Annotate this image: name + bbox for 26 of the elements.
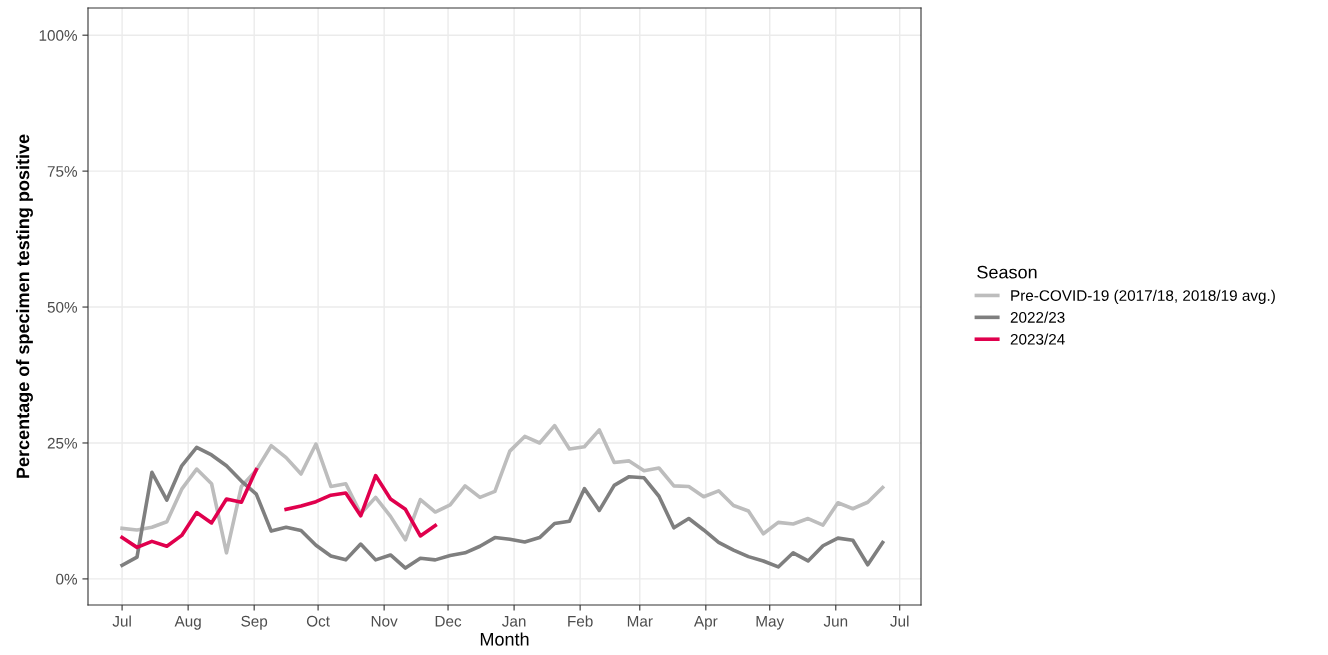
y-tick-label: 50%: [47, 301, 78, 313]
x-tick-label: Apr: [693, 615, 718, 630]
x-tick-label: Jul: [890, 615, 909, 627]
x-axis-title: Month: [480, 632, 529, 646]
x-tick-label: Nov: [371, 615, 398, 627]
line-series: [120, 445, 885, 570]
x-tick-label: Mar: [627, 615, 653, 627]
x-tick-label: Dec: [435, 615, 462, 627]
y-axis-title: Percentage of specimen testing positive: [16, 134, 33, 478]
x-tick-label: Oct: [306, 615, 330, 627]
x-tick-label: Jun: [823, 615, 848, 627]
x-tick-label: Aug: [174, 615, 201, 630]
x-tick-label: Jul: [112, 615, 131, 627]
legend-label: 2022/23: [1010, 311, 1065, 323]
x-tick-label: Sep: [241, 615, 268, 630]
legend-label: 2023/24: [1010, 333, 1065, 345]
x-tick-label: May: [756, 615, 785, 630]
y-tick-label: 100%: [39, 30, 78, 41]
line-series: [120, 423, 885, 555]
y-tick-label: 25%: [47, 437, 78, 449]
x-tick-label: Feb: [568, 615, 593, 627]
legend-title: Season: [977, 265, 1037, 279]
x-tick-label: Jan: [502, 615, 526, 627]
y-tick-label: 75%: [47, 166, 78, 177]
legend-label: Pre-COVID-19 (2017/18, 2018/19 avg.): [1011, 289, 1275, 304]
y-tick-label: 0%: [56, 573, 78, 585]
